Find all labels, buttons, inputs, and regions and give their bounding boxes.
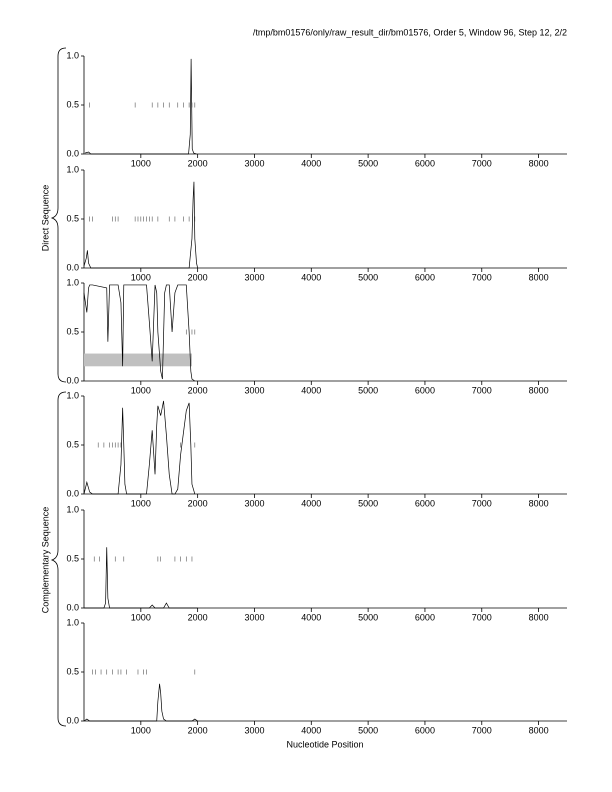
x-axis-label: Nucleotide Position [286,739,363,749]
y-tick-label: 0.5 [66,439,79,449]
group-label: Direct Sequence [40,185,50,252]
y-tick-label: 1.0 [66,277,79,287]
x-tick-label: 4000 [301,158,321,168]
x-tick-label: 2000 [188,612,208,622]
x-tick-label: 6000 [415,498,435,508]
x-tick-label: 7000 [472,498,492,508]
x-tick-label: 4000 [301,612,321,622]
y-tick-label: 0.0 [66,602,79,612]
x-tick-label: 3000 [244,385,264,395]
x-tick-label: 2000 [188,385,208,395]
x-tick-label: 7000 [472,725,492,735]
x-tick-label: 8000 [529,385,549,395]
x-tick-label: 6000 [415,158,435,168]
x-tick-label: 1000 [131,158,151,168]
x-tick-label: 3000 [244,725,264,735]
y-tick-label: 0.0 [66,375,79,385]
x-tick-label: 5000 [358,272,378,282]
x-tick-label: 2000 [188,498,208,508]
x-tick-label: 7000 [472,272,492,282]
x-tick-label: 6000 [415,385,435,395]
x-tick-label: 4000 [301,725,321,735]
line [84,547,198,609]
x-tick-label: 8000 [529,498,549,508]
x-tick-label: 6000 [415,612,435,622]
y-tick-label: 0.5 [66,666,79,676]
y-tick-label: 0.5 [66,99,79,109]
x-tick-label: 8000 [529,272,549,282]
line [83,181,198,269]
x-tick-label: 4000 [301,498,321,508]
x-tick-label: 2000 [188,158,208,168]
line [83,400,196,495]
y-tick-label: 0.5 [66,326,79,336]
x-tick-label: 1000 [131,725,151,735]
y-tick-label: 1.0 [66,164,79,174]
y-tick-label: 0.0 [66,715,79,725]
x-tick-label: 3000 [244,158,264,168]
x-tick-label: 1000 [131,498,151,508]
x-tick-label: 3000 [244,612,264,622]
y-tick-label: 1.0 [66,50,79,60]
y-tick-label: 0.0 [66,148,79,158]
region [84,353,192,367]
bracket [50,391,67,727]
x-tick-label: 5000 [358,498,378,508]
x-tick-label: 5000 [358,612,378,622]
x-tick-label: 4000 [301,272,321,282]
x-tick-label: 8000 [529,612,549,622]
x-tick-label: 2000 [188,725,208,735]
y-tick-label: 1.0 [66,617,79,627]
y-tick-label: 0.0 [66,488,79,498]
x-tick-label: 3000 [244,272,264,282]
x-tick-label: 5000 [358,385,378,395]
y-tick-label: 0.0 [66,262,79,272]
x-tick-label: 1000 [131,272,151,282]
x-tick-label: 2000 [188,272,208,282]
x-tick-label: 6000 [415,272,435,282]
x-tick-label: 4000 [301,385,321,395]
bracket [50,47,67,383]
y-tick-label: 1.0 [66,504,79,514]
x-tick-label: 6000 [415,725,435,735]
chart-title: /tmp/bm01576/only/raw_result_dir/bm01576… [253,27,567,37]
group-label: Complementary Sequence [40,507,50,614]
x-tick-label: 1000 [131,385,151,395]
x-tick-label: 1000 [131,612,151,622]
x-tick-label: 8000 [529,725,549,735]
y-tick-label: 0.5 [66,213,79,223]
x-tick-label: 3000 [244,498,264,508]
x-tick-label: 7000 [472,612,492,622]
y-tick-label: 1.0 [66,390,79,400]
x-tick-label: 8000 [529,158,549,168]
line [85,58,197,155]
x-tick-label: 5000 [358,725,378,735]
x-tick-label: 7000 [472,158,492,168]
x-tick-label: 5000 [358,158,378,168]
line [83,683,198,722]
x-tick-label: 7000 [472,385,492,395]
line [83,284,196,382]
y-tick-label: 0.5 [66,553,79,563]
